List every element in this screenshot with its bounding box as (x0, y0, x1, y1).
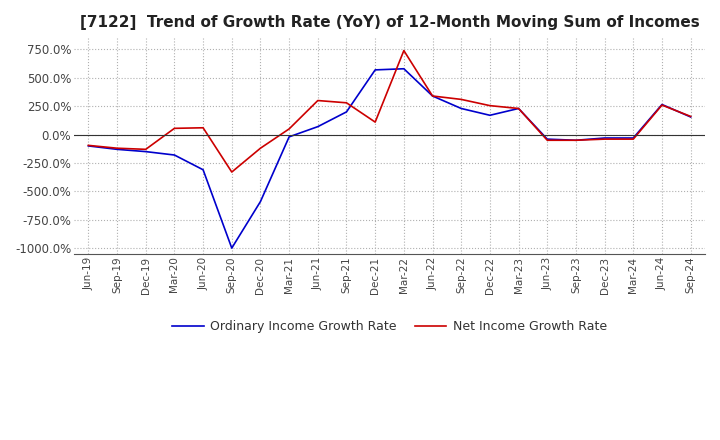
Ordinary Income Growth Rate (228, 246, 236, 251)
Ordinary Income Growth Rate (514, 106, 523, 111)
Net Income Growth Rate (199, 125, 207, 130)
Net Income Growth Rate (543, 138, 552, 143)
Net Income Growth Rate (657, 103, 666, 108)
Ordinary Income Growth Rate (141, 149, 150, 154)
Net Income Growth Rate (514, 106, 523, 111)
Line: Net Income Growth Rate: Net Income Growth Rate (89, 51, 690, 172)
Net Income Growth Rate (84, 143, 93, 148)
Net Income Growth Rate (629, 136, 638, 142)
Net Income Growth Rate (342, 100, 351, 106)
Net Income Growth Rate (686, 114, 695, 119)
Net Income Growth Rate (228, 169, 236, 175)
Net Income Growth Rate (256, 146, 265, 151)
Ordinary Income Growth Rate (428, 93, 437, 99)
Net Income Growth Rate (428, 93, 437, 99)
Ordinary Income Growth Rate (256, 199, 265, 204)
Legend: Ordinary Income Growth Rate, Net Income Growth Rate: Ordinary Income Growth Rate, Net Income … (167, 315, 612, 338)
Net Income Growth Rate (457, 97, 466, 102)
Ordinary Income Growth Rate (113, 147, 122, 152)
Line: Ordinary Income Growth Rate: Ordinary Income Growth Rate (89, 69, 690, 248)
Ordinary Income Growth Rate (543, 136, 552, 142)
Ordinary Income Growth Rate (342, 109, 351, 114)
Ordinary Income Growth Rate (400, 66, 408, 71)
Net Income Growth Rate (371, 119, 379, 125)
Net Income Growth Rate (485, 103, 494, 108)
Ordinary Income Growth Rate (600, 136, 609, 141)
Ordinary Income Growth Rate (657, 102, 666, 107)
Net Income Growth Rate (285, 126, 294, 132)
Ordinary Income Growth Rate (572, 138, 580, 143)
Net Income Growth Rate (400, 48, 408, 53)
Ordinary Income Growth Rate (629, 136, 638, 141)
Net Income Growth Rate (313, 98, 322, 103)
Ordinary Income Growth Rate (285, 134, 294, 139)
Ordinary Income Growth Rate (84, 143, 93, 149)
Ordinary Income Growth Rate (199, 167, 207, 172)
Ordinary Income Growth Rate (686, 114, 695, 120)
Net Income Growth Rate (572, 138, 580, 143)
Ordinary Income Growth Rate (485, 113, 494, 118)
Net Income Growth Rate (600, 136, 609, 142)
Ordinary Income Growth Rate (313, 124, 322, 129)
Ordinary Income Growth Rate (170, 152, 179, 158)
Ordinary Income Growth Rate (457, 106, 466, 111)
Net Income Growth Rate (170, 126, 179, 131)
Net Income Growth Rate (113, 146, 122, 151)
Net Income Growth Rate (141, 147, 150, 152)
Title: [7122]  Trend of Growth Rate (YoY) of 12-Month Moving Sum of Incomes: [7122] Trend of Growth Rate (YoY) of 12-… (80, 15, 699, 30)
Ordinary Income Growth Rate (371, 67, 379, 73)
